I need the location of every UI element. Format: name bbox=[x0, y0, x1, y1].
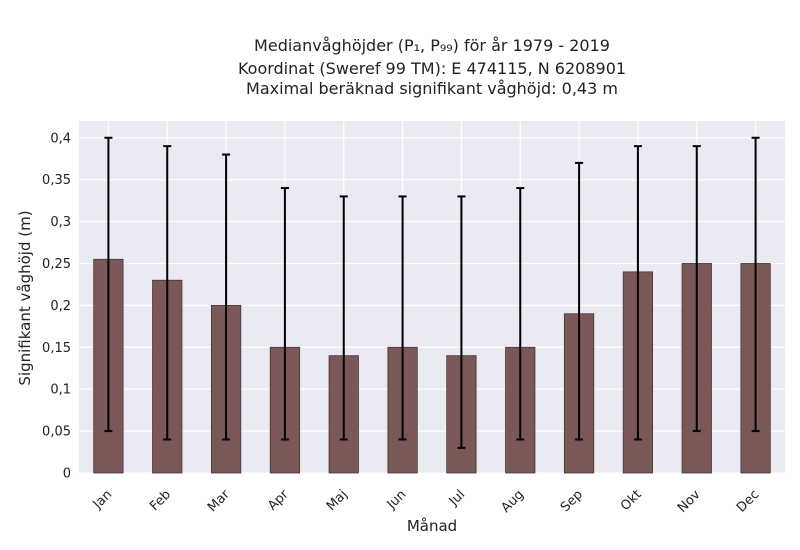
x-tick-label: Mar bbox=[205, 487, 233, 515]
x-tick-label: Sep bbox=[558, 487, 586, 515]
error-bars bbox=[104, 136, 760, 449]
x-tick-label: Maj bbox=[324, 487, 351, 514]
y-tick-label: 0,25 bbox=[42, 257, 71, 272]
plot-area bbox=[79, 121, 785, 473]
y-tick-label: 0,2 bbox=[50, 299, 71, 314]
x-tick-label: Apr bbox=[265, 487, 292, 514]
y-tick-label: 0,1 bbox=[50, 383, 71, 398]
x-tick-label: Aug bbox=[499, 487, 528, 516]
x-tick-label: Dec bbox=[734, 487, 762, 515]
y-tick-label: 0,05 bbox=[42, 425, 71, 440]
y-tick-label: 0,35 bbox=[42, 173, 71, 188]
x-tick-label: Okt bbox=[618, 487, 645, 514]
y-tick-label: 0,4 bbox=[50, 131, 71, 146]
y-tick-label: 0 bbox=[63, 467, 71, 482]
x-tick-label: Jan bbox=[90, 487, 115, 512]
chart-title-line-3: Maximal beräknad signifikant våghöjd: 0,… bbox=[246, 79, 618, 98]
x-tick-label: Jul bbox=[446, 487, 468, 509]
x-axis-label: Månad bbox=[407, 517, 457, 535]
y-axis-label: Signifikant våghöjd (m) bbox=[16, 210, 34, 385]
x-axis-ticks: Jan Feb Mar Apr Maj Jun Jul Aug Sep Okt Nov Dec bbox=[90, 487, 763, 516]
y-axis-ticks: 0 0,05 0,1 0,15 0,2 0,25 0,3 0,35 0,4 bbox=[42, 131, 71, 481]
chart-title-line-2: Koordinat (Sweref 99 TM): E 474115, N 62… bbox=[238, 59, 626, 78]
x-tick-label: Nov bbox=[675, 487, 704, 516]
x-tick-label: Feb bbox=[147, 487, 174, 514]
chart-title-line-1: Medianvåghöjder (P₁, P₉₉) för år 1979 - … bbox=[254, 36, 610, 55]
x-tick-label: Jun bbox=[384, 487, 410, 513]
y-tick-label: 0,15 bbox=[42, 341, 71, 356]
y-tick-label: 0,3 bbox=[50, 215, 71, 230]
